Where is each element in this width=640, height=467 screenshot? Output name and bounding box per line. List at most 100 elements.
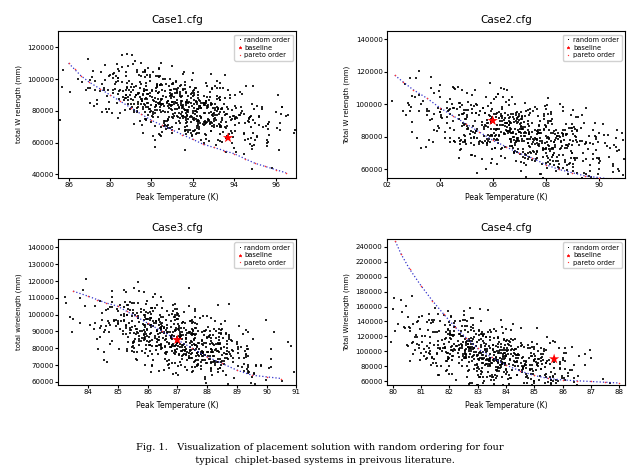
Point (456, 86, 467, 93)
Point (522, 379, 532, 387)
Point (482, 139, 492, 146)
Point (144, 105, 154, 113)
Point (524, 122, 534, 129)
Point (164, 113, 174, 120)
Point (153, 89, 163, 96)
Point (460, 133, 470, 140)
Point (568, 393, 578, 401)
Point (561, 141, 572, 149)
Point (159, 117, 170, 125)
Point (476, 349, 486, 357)
Point (277, 104, 287, 111)
Point (551, 127, 561, 134)
Point (529, 141, 540, 148)
Point (532, 361, 542, 369)
Point (166, 86, 177, 94)
Point (226, 352, 236, 359)
Point (186, 331, 196, 338)
Point (256, 362, 266, 369)
Point (163, 329, 173, 336)
Point (554, 358, 564, 366)
Point (127, 80, 137, 88)
Point (469, 365, 479, 373)
Point (201, 340, 211, 347)
Point (520, 113, 530, 120)
Point (220, 354, 230, 362)
Point (105, 340, 115, 347)
Point (177, 355, 188, 363)
Point (125, 329, 135, 337)
Point (525, 350, 536, 357)
Point (132, 104, 142, 112)
Point (92, 101, 102, 108)
Point (541, 102, 552, 109)
Point (180, 146, 190, 153)
Point (521, 370, 531, 378)
Point (142, 86, 152, 93)
Point (95, 85, 105, 92)
Point (477, 331, 488, 339)
Point (516, 129, 526, 137)
Point (124, 319, 134, 326)
Point (454, 347, 464, 354)
Point (182, 106, 193, 113)
Point (161, 321, 172, 329)
Point (156, 123, 166, 131)
Point (179, 351, 189, 358)
Point (441, 368, 451, 375)
Point (129, 338, 139, 346)
Point (445, 95, 456, 103)
Point (165, 343, 175, 351)
Point (115, 301, 125, 309)
Point (154, 103, 164, 111)
Point (201, 136, 211, 143)
Point (227, 112, 237, 120)
Point (96, 68, 106, 75)
Point (44, 299, 54, 306)
Point (177, 352, 187, 360)
Point (454, 318, 465, 325)
Point (445, 134, 456, 142)
Point (509, 362, 520, 370)
Point (227, 106, 237, 113)
Point (536, 365, 546, 373)
Point (588, 156, 598, 163)
Point (588, 150, 598, 158)
Point (404, 327, 415, 334)
Point (538, 382, 548, 390)
Point (154, 336, 164, 343)
Point (511, 352, 521, 359)
Point (527, 370, 538, 378)
Point (585, 347, 595, 354)
Point (517, 368, 527, 376)
Point (524, 128, 534, 135)
Point (442, 113, 452, 120)
Point (293, 369, 303, 377)
Point (481, 356, 491, 363)
Point (474, 336, 484, 343)
Point (621, 166, 631, 174)
Point (205, 328, 216, 335)
Point (554, 164, 564, 172)
Point (294, 379, 304, 386)
Point (521, 359, 531, 366)
Point (188, 115, 198, 123)
Point (382, 91, 392, 98)
Point (206, 101, 216, 108)
Point (122, 84, 132, 91)
Point (433, 344, 443, 352)
Point (166, 99, 177, 106)
Point (156, 106, 166, 113)
Point (460, 354, 470, 362)
Point (504, 122, 514, 129)
Point (191, 107, 201, 115)
Point (480, 137, 490, 144)
Point (595, 178, 605, 186)
Point (203, 352, 213, 359)
Point (170, 106, 180, 113)
Point (145, 341, 155, 349)
Point (201, 97, 211, 105)
Point (465, 151, 476, 159)
Point (502, 127, 513, 134)
Point (142, 337, 152, 344)
